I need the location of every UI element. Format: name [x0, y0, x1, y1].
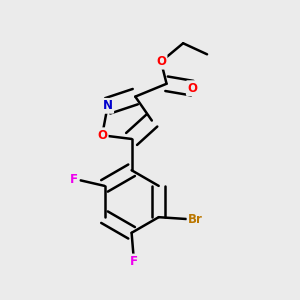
Text: O: O	[156, 55, 166, 68]
Text: O: O	[97, 129, 107, 142]
Text: F: F	[129, 255, 137, 268]
Text: Br: Br	[188, 212, 203, 226]
Text: F: F	[70, 173, 78, 186]
Text: N: N	[103, 99, 113, 112]
Text: O: O	[187, 82, 197, 95]
